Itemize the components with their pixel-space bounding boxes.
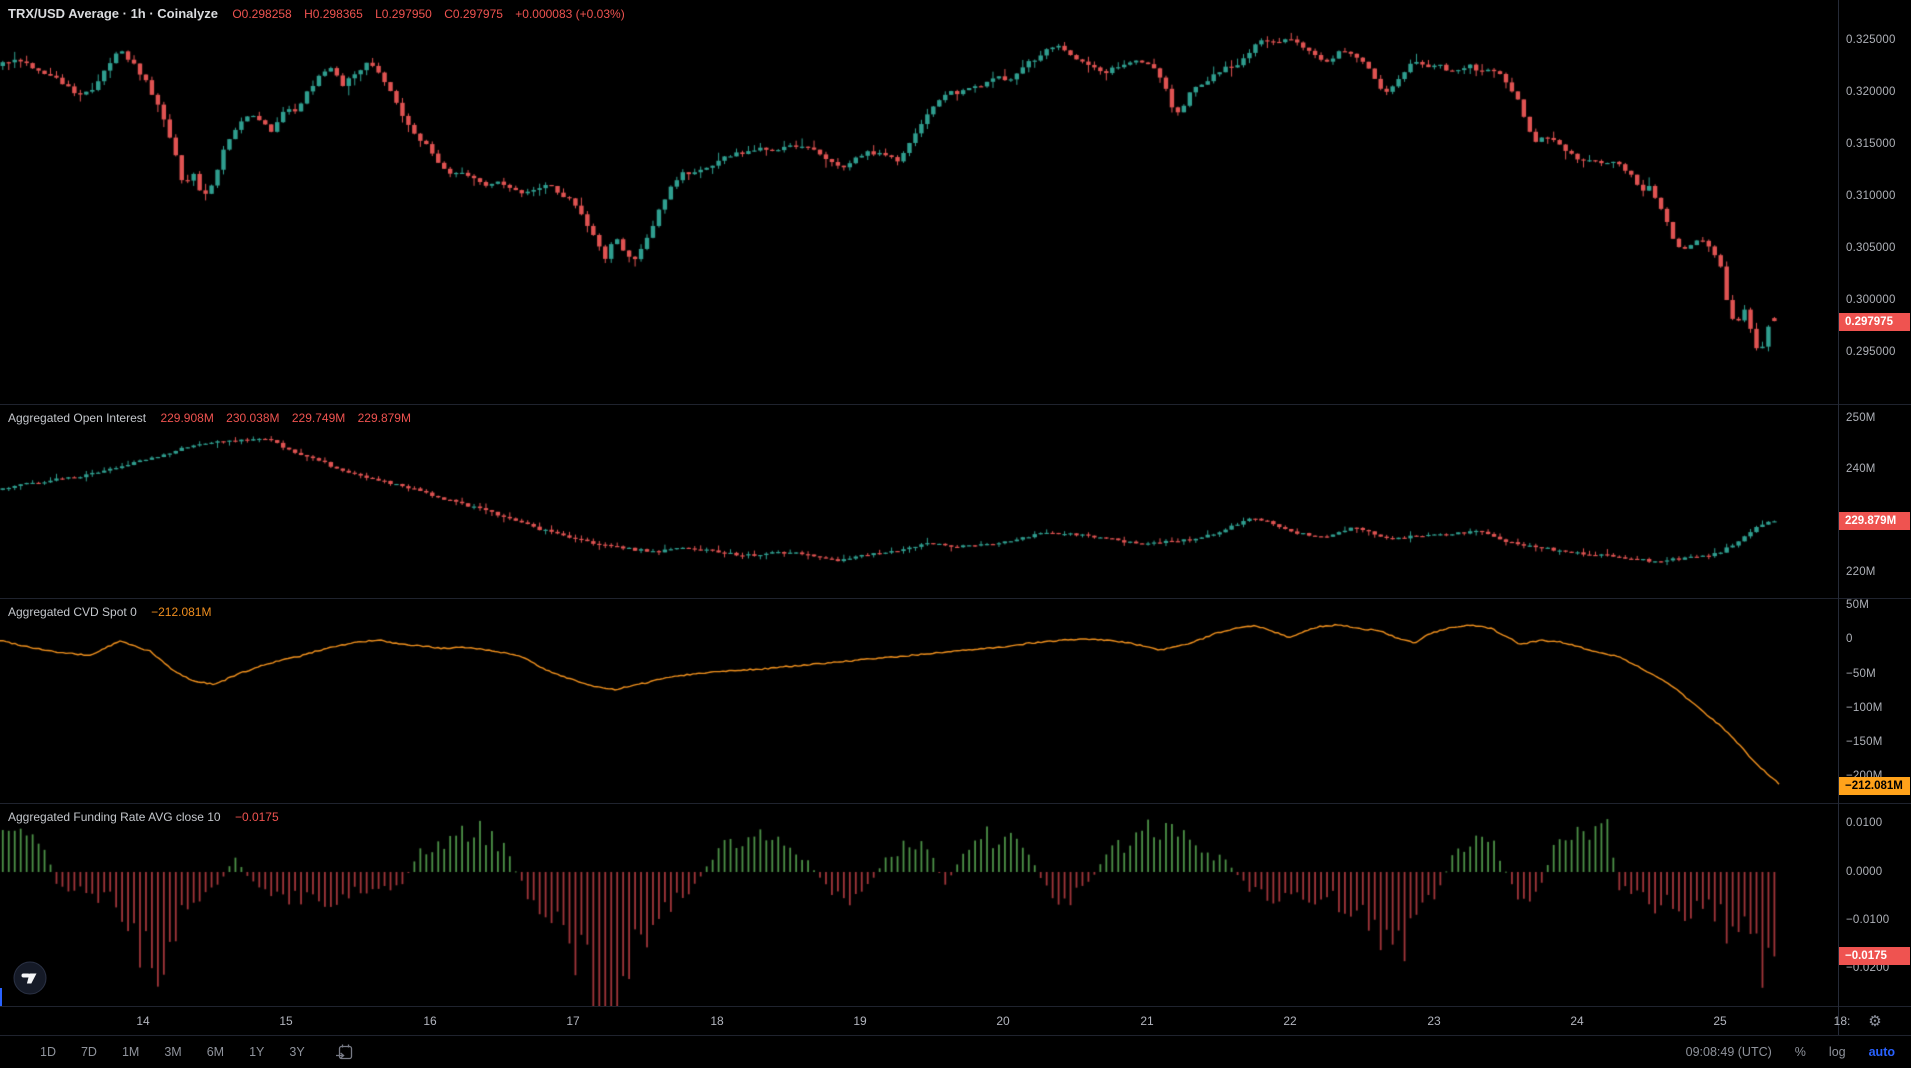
cvd-axis-tick: −150M — [1846, 736, 1883, 748]
ohlc-close: C0.297975 — [444, 7, 503, 21]
funding-legend: Aggregated Funding Rate AVG close 10 −0.… — [8, 810, 279, 824]
calendar-arrow-icon — [335, 1044, 352, 1059]
gear-icon[interactable]: ⚙ — [1868, 1013, 1882, 1030]
cvd-axis-tick: −100M — [1846, 702, 1883, 714]
range-7d-button[interactable]: 7D — [80, 1045, 97, 1059]
left-edge-accent — [0, 988, 2, 1006]
open-interest-canvas[interactable] — [0, 405, 1838, 598]
cvd-title[interactable]: Aggregated CVD Spot 0 — [8, 605, 137, 619]
time-axis-label: 22 — [1283, 1014, 1297, 1028]
time-axis-label: 16 — [423, 1014, 437, 1028]
time-axis-label: 20 — [996, 1014, 1010, 1028]
price-axis-tick: 0.300000 — [1846, 294, 1896, 306]
oi-value-low: 229.749M — [291, 411, 346, 425]
price-axis-tick: 0.305000 — [1846, 242, 1896, 254]
bottom-toolbar: 1D 7D 1M 3M 6M 1Y 3Y 09:08:49 (UTC) % log auto — [0, 1036, 1911, 1068]
time-axis-label: 18 — [710, 1014, 724, 1028]
log-scale-button[interactable]: log — [1828, 1045, 1846, 1059]
pane-resize-handle[interactable] — [0, 803, 1911, 804]
funding-axis-tick: 0.0100 — [1846, 817, 1883, 829]
time-axis-label: 18: — [1833, 1014, 1851, 1028]
time-axis[interactable]: 14 15 16 17 18 19 20 21 22 23 24 25 18: — [0, 1007, 1911, 1035]
axis-settings-corner[interactable]: ⚙ — [1839, 1007, 1911, 1035]
oi-value-high: 230.038M — [226, 411, 280, 425]
cvd-axis-tick: −50M — [1846, 668, 1876, 680]
cvd-value: −212.081M — [151, 605, 212, 619]
symbol-title[interactable]: TRX/USD Average · 1h · Coinalyze — [8, 6, 218, 21]
range-3m-button[interactable]: 3M — [164, 1045, 182, 1059]
range-3y-button[interactable]: 3Y — [289, 1045, 305, 1059]
oi-last-value-label: 229.879M — [1839, 512, 1910, 530]
time-axis-label: 21 — [1140, 1014, 1154, 1028]
oi-axis-tick: 240M — [1846, 463, 1876, 475]
cvd-axis-tick: 0 — [1846, 633, 1853, 645]
price-axis-tick: 0.320000 — [1846, 86, 1896, 98]
cvd-pane[interactable]: Aggregated CVD Spot 0 −212.081M — [0, 599, 1838, 803]
funding-canvas[interactable] — [0, 804, 1838, 1006]
time-axis-label: 17 — [566, 1014, 580, 1028]
tradingview-logo[interactable] — [13, 961, 47, 995]
tradingview-logo-icon — [13, 961, 47, 995]
price-last-value-label: 0.297975 — [1839, 313, 1910, 331]
funding-axis-tick: 0.0000 — [1846, 866, 1883, 878]
funding-pane[interactable]: Aggregated Funding Rate AVG close 10 −0.… — [0, 804, 1838, 1006]
price-pane[interactable]: TRX/USD Average · 1h · Coinalyze O0.2982… — [0, 0, 1838, 404]
price-pane-canvas[interactable] — [0, 0, 1838, 404]
price-axis-tick: 0.315000 — [1846, 138, 1896, 150]
funding-value: −0.0175 — [234, 810, 279, 824]
cvd-last-value-label: −212.081M — [1839, 777, 1910, 795]
range-1m-button[interactable]: 1M — [121, 1045, 140, 1059]
time-axis-label: 24 — [1570, 1014, 1584, 1028]
toolbar-border — [0, 1035, 1911, 1036]
oi-axis-tick: 250M — [1846, 412, 1876, 424]
oi-value-close: 229.879M — [357, 411, 411, 425]
ohlc-change: +0.000083 (+0.03%) — [515, 7, 625, 21]
funding-title[interactable]: Aggregated Funding Rate AVG close 10 — [8, 810, 221, 824]
oi-legend: Aggregated Open Interest 229.908M 230.03… — [8, 411, 411, 425]
price-scale-column[interactable]: 0.325000 0.320000 0.315000 0.310000 0.305000… — [1839, 0, 1911, 1006]
time-axis-label: 25 — [1713, 1014, 1727, 1028]
cvd-axis-tick: 50M — [1846, 599, 1869, 611]
range-1d-button[interactable]: 1D — [40, 1045, 56, 1059]
range-6m-button[interactable]: 6M — [206, 1045, 225, 1059]
time-axis-label: 14 — [136, 1014, 150, 1028]
oi-axis-tick: 220M — [1846, 566, 1876, 578]
price-axis-tick: 0.325000 — [1846, 34, 1896, 46]
time-axis-label: 19 — [853, 1014, 867, 1028]
cvd-canvas[interactable] — [0, 599, 1838, 803]
goto-date-button[interactable] — [335, 1043, 354, 1062]
ohlc-low: L0.297950 — [375, 7, 432, 21]
oi-title[interactable]: Aggregated Open Interest — [8, 411, 147, 425]
cvd-legend: Aggregated CVD Spot 0 −212.081M — [8, 605, 211, 619]
time-axis-label: 23 — [1427, 1014, 1441, 1028]
main-legend: TRX/USD Average · 1h · Coinalyze O0.2982… — [8, 6, 625, 21]
range-buttons: 1D 7D 1M 3M 6M 1Y 3Y — [40, 1045, 305, 1059]
price-axis-tick: 0.295000 — [1846, 346, 1896, 358]
price-scale-border — [1838, 0, 1839, 1035]
funding-last-value-label: −0.0175 — [1839, 947, 1910, 965]
toolbar-right: 09:08:49 (UTC) % log auto — [1686, 1045, 1895, 1059]
pane-resize-handle[interactable] — [0, 404, 1911, 405]
auto-scale-button[interactable]: auto — [1868, 1045, 1895, 1059]
funding-axis-tick: −0.0100 — [1846, 914, 1890, 926]
price-axis-tick: 0.310000 — [1846, 190, 1896, 202]
ohlc-open: O0.298258 — [232, 7, 292, 21]
oi-value-open: 229.908M — [160, 411, 214, 425]
time-axis-label: 15 — [279, 1014, 293, 1028]
percent-scale-button[interactable]: % — [1794, 1045, 1806, 1059]
clock: 09:08:49 (UTC) — [1685, 1045, 1772, 1059]
open-interest-pane[interactable]: Aggregated Open Interest 229.908M 230.03… — [0, 405, 1838, 598]
pane-resize-handle[interactable] — [0, 598, 1911, 599]
range-1y-button[interactable]: 1Y — [249, 1045, 265, 1059]
funding-axis-tick: −0.0200 — [1846, 962, 1890, 974]
ohlc-high: H0.298365 — [304, 7, 363, 21]
time-axis-border — [0, 1006, 1911, 1007]
